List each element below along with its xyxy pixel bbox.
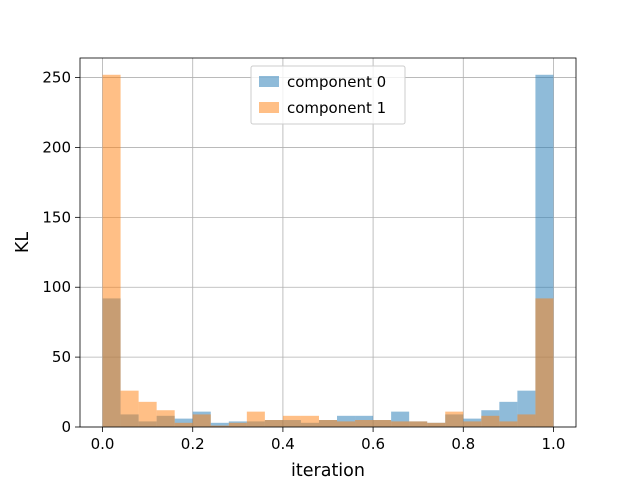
x-tick-label: 0.4: [271, 435, 295, 453]
legend-label-component-0: component 0: [287, 73, 386, 91]
bar: [499, 421, 518, 427]
bar: [445, 411, 464, 427]
bar: [409, 421, 428, 427]
bar: [391, 421, 410, 427]
bar: [228, 422, 247, 427]
x-axis-label: iteration: [291, 461, 365, 480]
bar: [355, 420, 374, 427]
bar: [300, 415, 319, 427]
bar: [463, 421, 482, 427]
y-tick-label: 200: [42, 138, 71, 156]
bar: [174, 422, 193, 427]
bar: [481, 415, 500, 427]
legend-label-component-1: component 1: [287, 99, 386, 117]
x-tick-label: 0.8: [451, 435, 475, 453]
bar: [517, 414, 536, 427]
y-tick-label: 100: [42, 278, 71, 296]
legend: component 0 component 1: [250, 65, 406, 125]
bar: [373, 420, 392, 427]
bar: [264, 420, 283, 427]
bar: [318, 420, 338, 427]
series-component-1: [102, 74, 554, 427]
x-tick-label: 1.0: [542, 435, 566, 453]
bar: [120, 390, 139, 427]
bar: [427, 422, 446, 427]
bar: [535, 298, 554, 427]
bar: [246, 411, 265, 427]
x-tick-label: 0.2: [181, 435, 205, 453]
bar: [138, 401, 157, 427]
bar: [210, 425, 229, 427]
bar: [192, 414, 211, 427]
bar: [210, 422, 229, 427]
series-component-0: [102, 74, 554, 427]
x-tick-label: 0.0: [91, 435, 115, 453]
plot-frame: [79, 57, 577, 428]
legend-swatch-component-0: [259, 76, 279, 87]
legend-swatch-component-1: [259, 102, 279, 113]
y-tick-label: 150: [42, 208, 71, 226]
axes-frame: [79, 57, 577, 428]
ticks: 0.0 0.2 0.4 0.6 0.8 1.0 0 50 100 150 200 250: [42, 69, 565, 453]
legend-box: [250, 65, 406, 125]
bar: [102, 74, 121, 427]
bar: [282, 415, 301, 427]
x-tick-label: 0.6: [361, 435, 385, 453]
y-axis-label: KL: [13, 232, 33, 253]
bar: [499, 401, 518, 427]
bars: [102, 74, 554, 427]
y-tick-label: 0: [61, 418, 71, 436]
bar: [337, 421, 356, 427]
bar: [156, 410, 175, 427]
y-tick-label: 250: [42, 69, 71, 87]
y-tick-label: 50: [52, 348, 71, 366]
